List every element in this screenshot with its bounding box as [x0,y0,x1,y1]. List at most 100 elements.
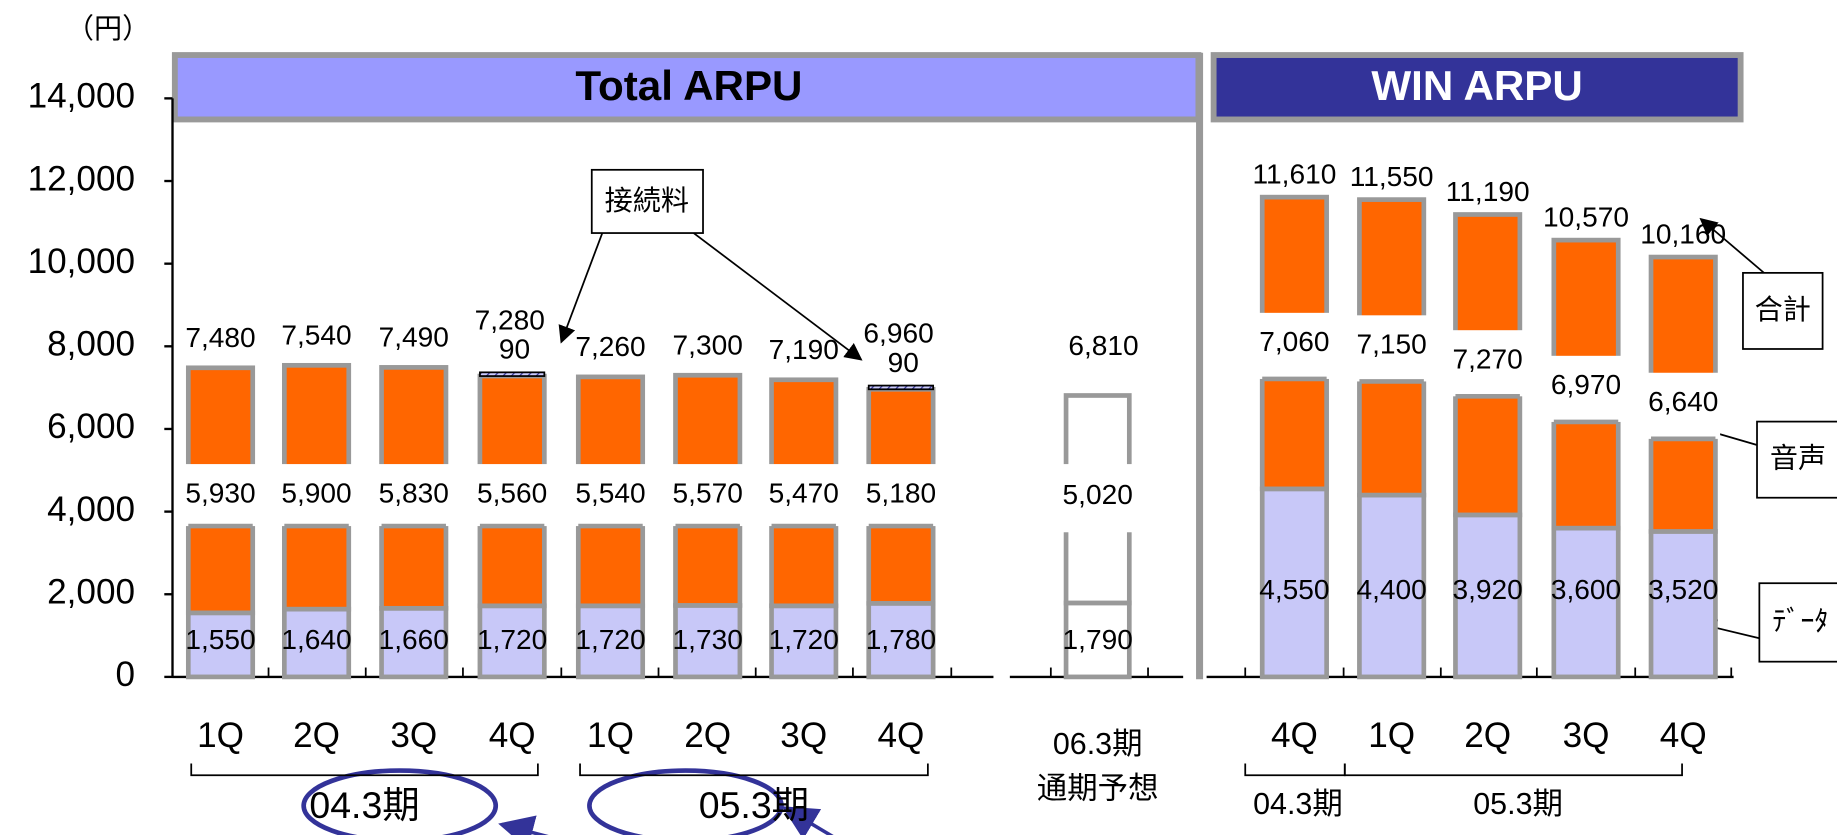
data-label: 7,480 [185,322,255,353]
data-label: 5,830 [379,477,449,508]
axis-break [279,464,354,527]
x-tick-label: 2Q [684,716,731,755]
data-label: 1,550 [185,624,255,655]
x-tick-label: 1Q [587,716,634,755]
data-label: 5,180 [866,477,936,508]
x-tick-label: 4Q [878,716,925,755]
callout-arrow [693,232,863,361]
y-tick-label: 0 [115,655,135,694]
x-tick-label: 4Q [1660,716,1707,755]
panel-title-bg [1210,52,1744,123]
bar-segment [1357,492,1427,680]
y-tick-label: 10,000 [28,242,135,281]
x-tick-label: 1Q [197,716,244,755]
data-label: 7,490 [379,322,449,353]
y-unit: （円） [66,13,150,44]
group-bracket [579,763,929,777]
data-label: 7,300 [673,330,743,361]
x-tick-label: 4Q [1271,716,1318,755]
axis-break [1354,315,1429,382]
axis-break [475,464,550,527]
axis-break [1450,330,1525,397]
data-label: 1,730 [673,624,743,655]
data-label: 5,020 [1063,479,1133,510]
data-label: 10,160 [1640,218,1726,249]
y-tick-label: 6,000 [47,407,135,446]
x-tick-label: 通期予想 [1037,772,1159,806]
data-label: 6,810 [1068,330,1138,361]
data-label: 3,920 [1453,574,1523,605]
group-label: 05.3期 [1473,787,1563,821]
bar-segment [1648,529,1718,680]
y-tick-label: 2,000 [47,573,135,612]
data-label: 6,640 [1648,386,1718,417]
x-tick-label: 3Q [780,716,827,755]
axis-break [1646,372,1721,439]
data-label: 7,260 [575,331,645,362]
x-tick-label: 4Q [489,716,536,755]
y-tick-label: 8,000 [47,325,135,364]
bar-segment [282,606,352,680]
group-bracket [1343,763,1683,777]
highlight-ellipse [587,768,784,835]
bar-segment [479,371,546,377]
axis-break [864,464,938,527]
callout-box [1742,271,1824,350]
x-tick-label: 3Q [390,716,437,755]
bar-segment [1063,600,1132,680]
data-label: 1,790 [1063,624,1133,655]
x-tick-label: 2Q [293,716,340,755]
panel-title: WIN ARPU [1371,62,1582,109]
bar-segment [867,384,935,391]
data-label: 1,720 [769,624,839,655]
data-label: 5,900 [281,477,351,508]
data-label: 6,960 [863,318,933,349]
data-label: 7,280 [475,304,545,335]
highlight-ellipse [301,768,499,835]
data-label: 3,600 [1551,574,1621,605]
group-bracket [190,763,539,777]
data-label: 5,570 [673,477,743,508]
x-tick-label: 06.3期 [1053,727,1143,761]
callout-arrow [1699,217,1765,274]
highlight-arrow [781,806,834,835]
group-label: 04.3期 [1253,787,1343,821]
axis-break [1061,464,1134,533]
bar-segment [866,601,936,680]
axis-break [766,464,841,527]
data-label: 5,470 [769,477,839,508]
data-label: 1,660 [379,624,449,655]
data-label: 5,540 [575,477,645,508]
group-label: 04.3期 [309,784,419,826]
data-label: 1,780 [866,624,936,655]
bar-segment [769,603,839,680]
highlight-arrow [498,815,549,835]
y-tick-label: 12,000 [28,159,135,198]
data-label: 7,540 [281,320,351,351]
axis-break [376,464,451,527]
data-label: 90 [888,347,919,378]
y-tick-label: 14,000 [28,77,135,116]
group-bracket [1244,763,1346,777]
data-label: 11,190 [1446,176,1530,207]
legend-label: 合計 [1755,294,1811,325]
data-label: 3,520 [1648,574,1718,605]
axis-break [670,464,745,527]
data-label: 7,150 [1356,329,1426,360]
data-label: 1,720 [477,624,547,655]
x-tick-label: 1Q [1368,716,1415,755]
y-tick-label: 4,000 [47,490,135,529]
data-label: 1,720 [575,624,645,655]
axis-break [1257,312,1332,379]
data-label: 6,970 [1551,369,1621,400]
legend-label: 接続料 [605,185,689,216]
callout-box [590,168,704,234]
data-label: 11,610 [1253,158,1337,189]
callout-arrow [558,232,604,344]
data-label: 4,400 [1356,574,1426,605]
data-label: 5,560 [477,477,547,508]
panel-title: Total ARPU [575,62,802,109]
data-label: 7,270 [1453,344,1523,375]
data-label: 11,550 [1350,161,1434,192]
